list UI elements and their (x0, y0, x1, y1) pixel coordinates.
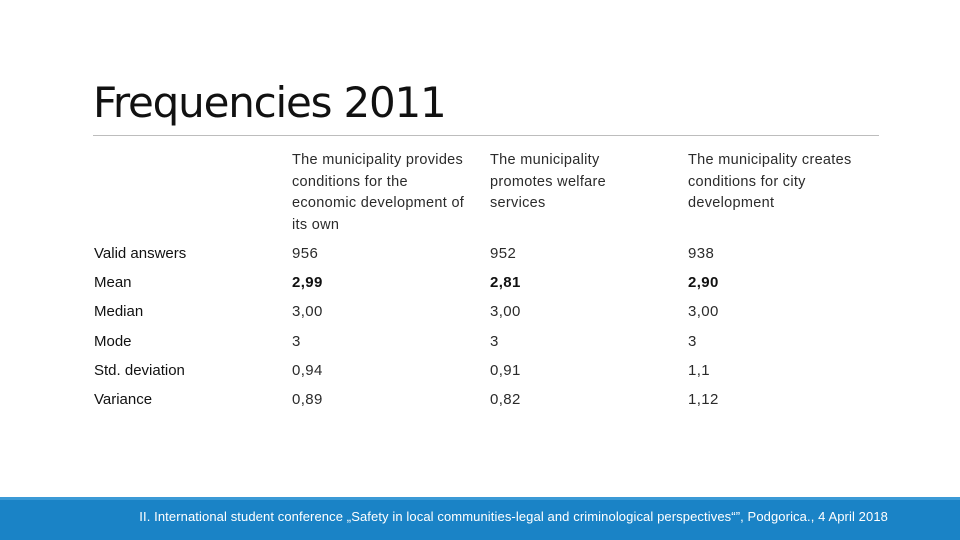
table-cell: 952 (490, 245, 517, 262)
table-cell: 3 (688, 333, 697, 350)
row-label: Mode (94, 333, 132, 350)
table-cell: 3,00 (490, 303, 521, 320)
row-label: Valid answers (94, 245, 187, 262)
table-cell: 0,82 (490, 391, 521, 408)
table-cell: 0,94 (292, 362, 323, 379)
footer-highlight (0, 497, 960, 500)
title-divider (93, 135, 879, 136)
table-cell: 1,12 (688, 391, 719, 408)
table-cell: 3 (292, 333, 301, 350)
table-row-mean: Mean 2,99 2,81 2,90 (0, 274, 960, 298)
table-cell: 956 (292, 245, 319, 262)
table-cell: 3 (490, 333, 499, 350)
row-label: Mean (94, 274, 132, 291)
column-header-city-development: The municipality creates conditions for … (688, 152, 852, 211)
table-cell: 3,00 (688, 303, 719, 320)
table-cell: 1,1 (688, 362, 711, 379)
table-cell: 3,00 (292, 303, 323, 320)
column-header-welfare-services: The municipality promotes welfare servic… (490, 152, 607, 211)
table-cell: 0,89 (292, 391, 323, 408)
row-label: Variance (94, 391, 153, 408)
table-cell: 2,90 (688, 274, 719, 291)
table-row-median: Median 3,00 3,00 3,00 (0, 303, 960, 327)
footer-bar: II. International student conference „Sa… (0, 497, 960, 540)
table-cell: 2,81 (490, 274, 521, 291)
column-header-economic-development: The municipality provides conditions for… (292, 152, 465, 233)
table-cell: 2,99 (292, 274, 323, 291)
table-cell: 938 (688, 245, 715, 262)
table-row-valid-answers: Valid answers 956 952 938 (0, 245, 960, 269)
table-cell: 0,91 (490, 362, 521, 379)
row-label: Std. deviation (94, 362, 185, 379)
table-row-variance: Variance 0,89 0,82 1,12 (0, 391, 960, 415)
slide-title: Frequencies 2011 (93, 78, 447, 127)
row-label: Median (94, 303, 144, 320)
table-row-std-deviation: Std. deviation 0,94 0,91 1,1 (0, 362, 960, 386)
table-row-mode: Mode 3 3 3 (0, 333, 960, 357)
footer-caption: II. International student conference „Sa… (139, 509, 888, 524)
